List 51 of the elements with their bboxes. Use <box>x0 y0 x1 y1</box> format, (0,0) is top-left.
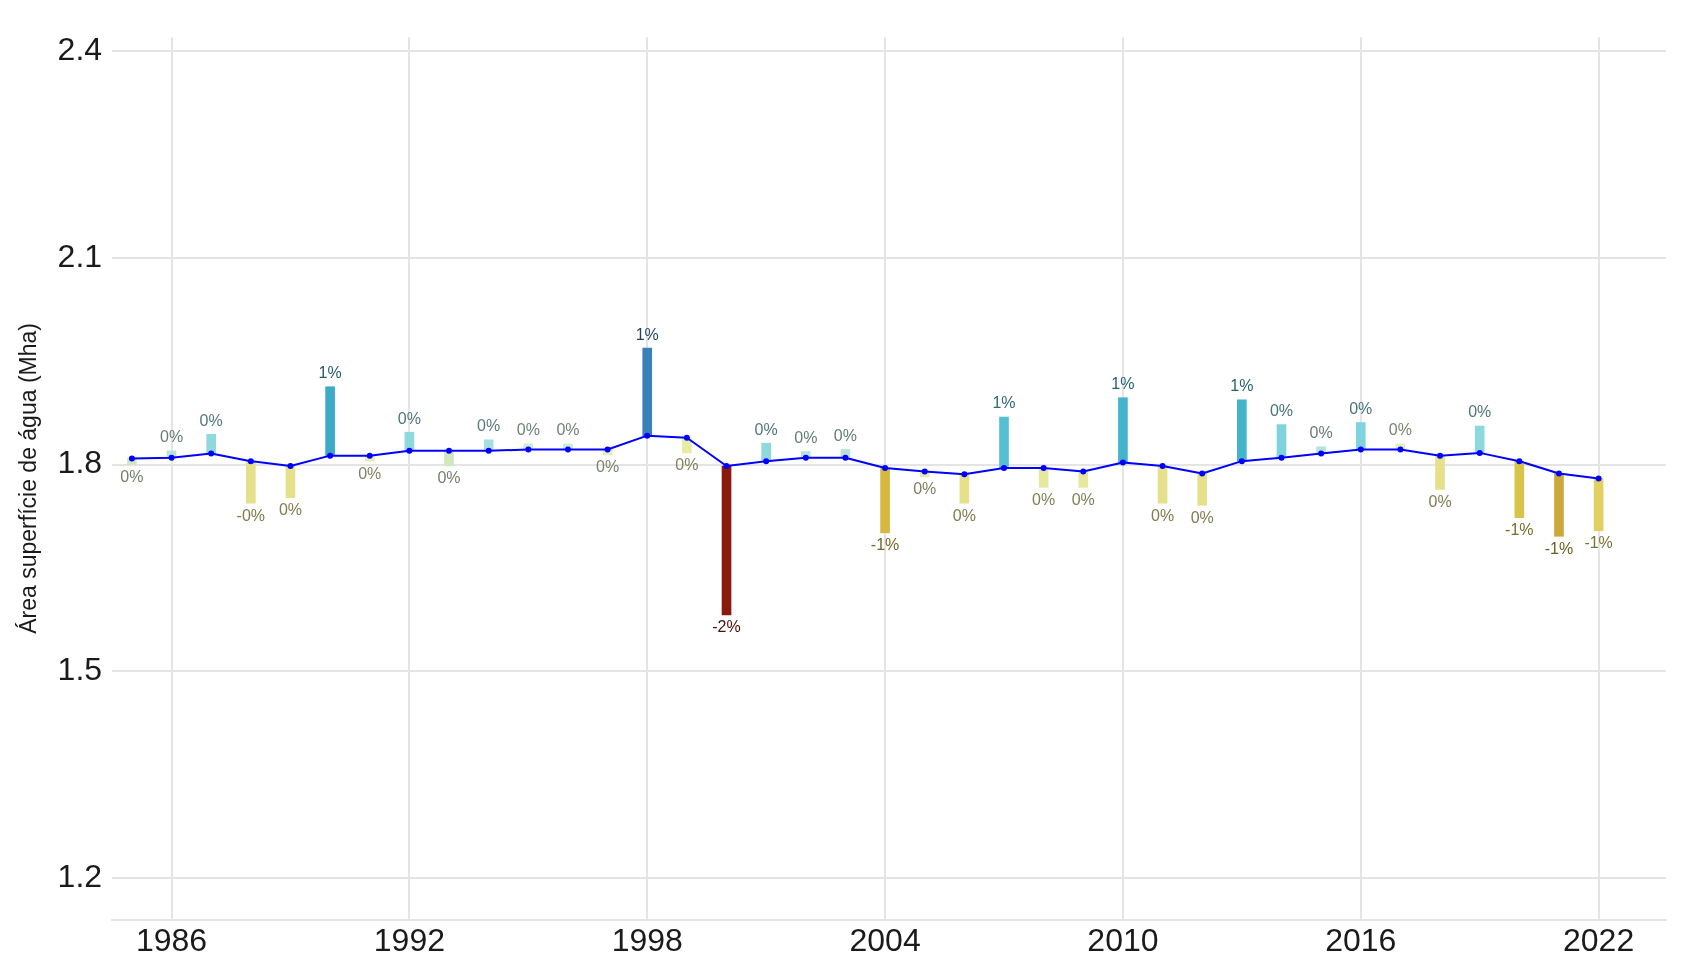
x-tick-label: 2016 <box>1325 921 1397 958</box>
annotation: 0% <box>1388 421 1412 439</box>
annotation: -2% <box>712 618 741 636</box>
annotation: 0% <box>358 464 382 482</box>
annotation: 0% <box>754 420 778 438</box>
x-tick-label: 1992 <box>373 921 445 958</box>
annotation: 0% <box>159 428 184 446</box>
annotation: 0% <box>1468 403 1492 421</box>
annotation: 0% <box>1071 490 1095 508</box>
annotation: 1% <box>635 325 659 343</box>
x-tick-label: 1986 <box>135 921 208 958</box>
y-axis-title: Área superfície de água (Mha) <box>15 323 42 634</box>
annotation: 0% <box>952 506 976 524</box>
annotation: 1% <box>1111 375 1135 393</box>
annotation: 0% <box>1190 508 1214 526</box>
annotation: 0% <box>833 426 857 444</box>
annotation: 0% <box>120 468 144 486</box>
annotation: 0% <box>397 409 421 427</box>
annotation: 0% <box>794 428 818 446</box>
annotation: 0% <box>1269 402 1294 420</box>
annotation: 0% <box>1151 506 1175 524</box>
y-tick-label: 2.1 <box>57 237 103 274</box>
annotation: 0% <box>675 456 699 474</box>
x-tick-label: 2010 <box>1087 921 1159 958</box>
annotation: -1% <box>870 536 900 554</box>
annotation: 0% <box>437 469 461 487</box>
annotation: 1% <box>1230 377 1254 395</box>
annotation: -1% <box>1544 539 1574 557</box>
annotation: 1% <box>318 364 342 382</box>
annotation: 0% <box>1428 492 1452 510</box>
annotation: 0% <box>556 421 580 439</box>
annotation: -1% <box>1584 534 1613 552</box>
annotation: 0% <box>199 411 223 429</box>
annotation: -0% <box>236 506 266 524</box>
annotation: 0% <box>596 458 620 476</box>
annotation: 0% <box>516 421 540 439</box>
annotation: 0% <box>913 480 937 498</box>
x-tick-label: 2022 <box>1563 921 1635 958</box>
annotation: 0% <box>1309 424 1333 442</box>
annotation: 1% <box>992 394 1016 412</box>
annotation: 0% <box>1349 399 1373 417</box>
x-tick-label: 1998 <box>611 921 683 958</box>
annotation: 0% <box>1032 490 1056 508</box>
annotation: 0% <box>278 501 303 519</box>
y-tick-label: 1.2 <box>57 858 103 895</box>
x-tick-label: 2004 <box>849 921 921 958</box>
annotation: -1% <box>1505 521 1534 539</box>
y-tick-label: 1.5 <box>57 651 103 688</box>
y-tick-label: 1.8 <box>57 444 103 481</box>
annotation: 0% <box>477 417 501 435</box>
y-tick-label: 2.4 <box>57 30 103 67</box>
